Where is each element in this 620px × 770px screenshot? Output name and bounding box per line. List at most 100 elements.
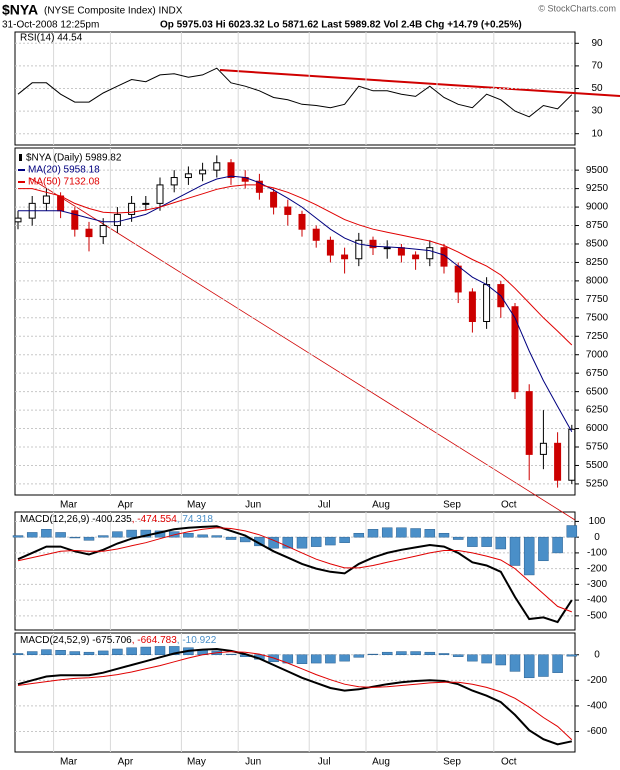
histogram-bar [495, 536, 507, 550]
x-tick-label: Apr [118, 500, 134, 511]
y-tick-label: 70 [591, 61, 603, 72]
x-tick-label: May [187, 500, 206, 511]
legend-price: $NYA (Daily) 5989.82 [26, 153, 122, 164]
y-tick-label: 6250 [586, 405, 609, 416]
y-tick-label: 9250 [586, 183, 609, 194]
x-tick-label: Apr [118, 757, 134, 768]
y-tick-label: 7250 [586, 331, 609, 342]
histogram-bar [183, 532, 194, 538]
histogram-bar [481, 536, 492, 547]
histogram-bar [467, 654, 478, 662]
candle-body [298, 213, 306, 230]
y-tick-label: -100 [587, 548, 607, 559]
histogram-bar [424, 651, 436, 656]
candle-body [113, 213, 121, 227]
candle-body [57, 195, 65, 212]
histogram-bar [296, 654, 308, 664]
symbol: $NYA [2, 2, 38, 18]
histogram-bar [467, 536, 478, 547]
histogram-bar [26, 651, 38, 656]
candle-body [85, 228, 93, 238]
macd-title-part: , 74.318 [177, 514, 214, 525]
candle-body [369, 239, 377, 249]
histogram-bar [452, 536, 464, 540]
candle-body [156, 184, 164, 204]
histogram-bar [26, 532, 38, 538]
y-tick-label: 8500 [586, 239, 609, 250]
y-tick-label: -400 [587, 595, 607, 606]
histogram-bar [339, 536, 350, 543]
y-tick-label: -500 [587, 610, 607, 621]
histogram-bar [424, 529, 436, 538]
candle-body [184, 173, 192, 179]
y-tick-label: 7750 [586, 294, 609, 305]
histogram-bar [325, 536, 336, 546]
x-tick-label: Mar [60, 500, 78, 511]
histogram-bar [41, 649, 52, 656]
y-tick-label: 90 [591, 38, 603, 49]
histogram-bar [410, 651, 421, 656]
candle-body [412, 254, 420, 260]
candle-body [355, 239, 363, 260]
histogram-bar [12, 535, 24, 538]
y-tick-label: 10 [591, 128, 603, 139]
x-tick-label: Jul [318, 500, 331, 511]
candle-body [14, 217, 22, 223]
macd-frame [14, 511, 576, 631]
y-tick-label: -200 [587, 675, 607, 686]
price-trendline [29, 177, 576, 521]
histogram-bar [495, 654, 507, 666]
x-tick-label: Sep [443, 500, 461, 511]
candle-body [326, 239, 334, 256]
histogram-bar [112, 531, 123, 538]
y-tick-label: 6750 [586, 368, 609, 379]
candle-body [71, 210, 79, 230]
histogram-bar [339, 654, 350, 662]
security-name: (NYSE Composite Index) INDX [44, 6, 183, 17]
histogram-bar [197, 534, 208, 538]
candle-body [284, 206, 292, 215]
candle-body [341, 254, 349, 260]
candle-body [270, 191, 278, 208]
histogram-bar [225, 653, 237, 656]
histogram-bar [69, 651, 81, 656]
histogram-bar [325, 654, 336, 664]
x-tick-label: Jul [318, 757, 331, 768]
histogram-bar [509, 654, 521, 672]
histogram-bar [481, 654, 492, 664]
histogram-bar [310, 654, 322, 664]
candle-body [468, 291, 476, 322]
y-tick-label: 30 [591, 106, 603, 117]
y-tick-label: 7000 [586, 349, 609, 360]
macd-title-part: , -10.922 [177, 635, 217, 646]
candle-body [511, 306, 519, 393]
candle-body [554, 442, 562, 481]
candle-body [255, 180, 263, 193]
candle-body [170, 177, 178, 186]
histogram-bar [310, 536, 322, 547]
candle-body [312, 228, 320, 241]
y-tick-label: 8000 [586, 276, 609, 287]
histogram-bar [566, 654, 578, 657]
rsi-line [17, 67, 573, 118]
macd-title-part: MACD(24,52,9) -675.706 [20, 635, 132, 646]
histogram-bar [381, 527, 393, 538]
histogram-bar [41, 529, 52, 538]
x-tick-label: Aug [372, 500, 390, 511]
macd-line [17, 525, 573, 624]
y-tick-label: -300 [587, 579, 607, 590]
legend-candle-icon [19, 154, 22, 161]
macd-title-part: MACD(12,26,9) -400.235 [20, 514, 132, 525]
histogram-bar [367, 653, 379, 656]
histogram-bar [12, 653, 24, 656]
credit: © StockCharts.com [538, 3, 616, 13]
candle-body [568, 428, 576, 481]
candle-body [227, 162, 235, 179]
histogram-bar [523, 654, 535, 679]
y-tick-label: -600 [587, 726, 607, 737]
y-tick-label: 9000 [586, 202, 609, 213]
y-tick-label: -200 [587, 563, 607, 574]
histogram-bar [126, 529, 137, 538]
histogram-bar [353, 654, 365, 658]
